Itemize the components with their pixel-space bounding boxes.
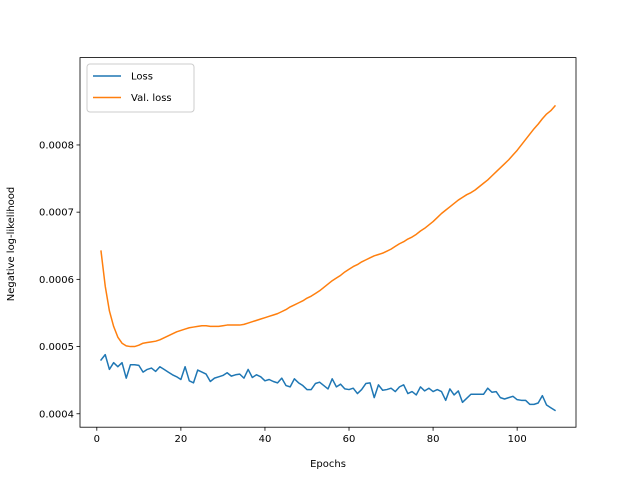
plot-area — [99, 104, 557, 412]
y-axis-label: Negative log-likelihood — [6, 187, 17, 302]
y-tick-label: 0.0005 — [39, 342, 74, 353]
axes-frame — [79, 57, 577, 428]
legend: Loss Val. loss — [86, 63, 195, 113]
x-axis-label: Epochs — [310, 459, 346, 470]
y-tick-label: 0.0007 — [39, 208, 74, 219]
x-tick-label: 100 — [508, 434, 527, 445]
x-tick-label: 40 — [259, 434, 272, 445]
y-tick-label: 0.0008 — [39, 140, 74, 151]
y-tick-label: 0.0006 — [39, 275, 74, 286]
x-tick-label: 80 — [427, 434, 440, 445]
legend-label: Loss — [131, 72, 153, 83]
y-tick-label: 0.0004 — [39, 409, 74, 420]
x-tick-label: 20 — [175, 434, 188, 445]
x-tick-label: 60 — [343, 434, 356, 445]
x-tick-label: 0 — [94, 434, 100, 445]
series-line-loss — [99, 353, 557, 412]
series-line-val-loss — [100, 104, 557, 348]
axes: 0 20 40 60 80 100 0.0004 0.0005 0.0006 0.0007 0.00… — [39, 57, 577, 445]
legend-label: Val. loss — [131, 93, 172, 104]
